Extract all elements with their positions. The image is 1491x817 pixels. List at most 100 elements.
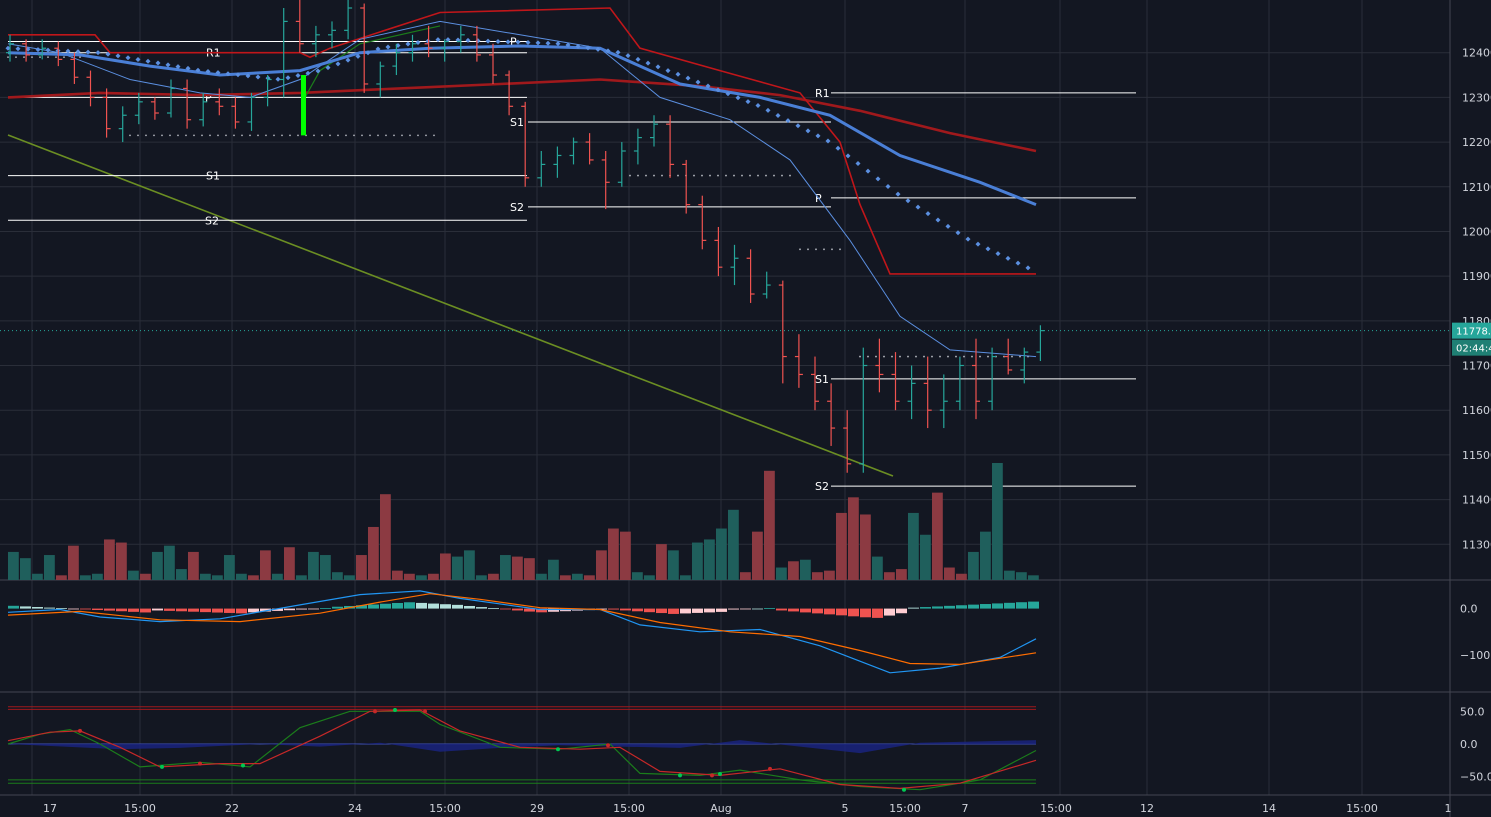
macd-histogram-bar — [752, 608, 763, 610]
volume-bar — [380, 494, 391, 580]
volume-bar — [32, 573, 43, 580]
candle — [939, 374, 948, 429]
time-axis[interactable]: 17 15:00 22 24 15:00 29 15:00 Aug 5 15:00 7 15:00 12… — [43, 802, 1452, 815]
countdown-label: 02:44:4 — [1456, 344, 1491, 355]
macd-histogram-bar — [44, 607, 55, 609]
macd-histogram-bar — [776, 608, 787, 611]
cross-marker — [545, 40, 551, 46]
dotted-level-dot — [15, 56, 17, 59]
oscillator-tick-label: 50.0 — [1460, 705, 1485, 718]
volume-bar — [1016, 572, 1027, 580]
volume-bar — [800, 559, 811, 580]
oscillator-cross-dot — [718, 772, 722, 777]
candle — [408, 34, 417, 62]
cross-marker — [605, 48, 611, 54]
price-axes[interactable]: 11300.11400.11500.11600.11700.11800.1190… — [1452, 47, 1491, 784]
volume-bar — [92, 573, 103, 580]
volume-bar — [224, 555, 235, 580]
macd-histogram-bar — [884, 608, 895, 616]
candlesticks — [0, 0, 1450, 473]
dotted-level-dot — [217, 134, 219, 137]
dotted-level-dot — [313, 134, 315, 137]
candle — [1020, 347, 1029, 384]
dotted-level-dot — [185, 134, 187, 137]
dotted-level-dot — [249, 134, 251, 137]
macd-histogram-bar — [848, 608, 859, 617]
candle — [666, 115, 675, 178]
volume-bar — [536, 573, 547, 580]
price-tick-label: 11700. — [1462, 360, 1491, 373]
dotted-level-dot — [947, 355, 949, 358]
candle — [102, 88, 111, 138]
dotted-level-dot — [831, 248, 833, 251]
cross-marker — [65, 48, 71, 54]
cross-marker — [805, 128, 811, 134]
cross-marker — [125, 55, 131, 61]
macd-histogram-bar — [188, 608, 199, 612]
cross-marker — [255, 74, 261, 80]
cross-marker — [345, 57, 351, 63]
candle — [521, 101, 530, 187]
macd-histogram-bar — [368, 604, 379, 609]
volume-bar — [716, 528, 727, 580]
candle — [1036, 325, 1045, 362]
dotted-level-dot — [353, 134, 355, 137]
cross-marker — [5, 45, 11, 51]
volume-bar — [356, 555, 367, 580]
macd-histogram-bar — [740, 608, 751, 610]
cross-marker — [215, 70, 221, 76]
volume-bar — [512, 556, 523, 580]
candle — [794, 334, 803, 388]
dotted-level-dot — [129, 134, 131, 137]
macd-histogram-bar — [680, 608, 691, 614]
macd-histogram-bar — [920, 607, 931, 609]
cross-marker — [705, 83, 711, 89]
cross-marker — [135, 56, 141, 62]
oscillator-tick-label: 0.0 — [1460, 738, 1478, 751]
cross-marker — [405, 41, 411, 47]
dotted-level-dot — [31, 56, 33, 59]
dotted-level-dot — [361, 134, 363, 137]
oscillator-cross-dot — [393, 708, 397, 713]
cross-marker — [995, 251, 1001, 257]
candle — [617, 142, 626, 187]
volume-bar — [1028, 575, 1039, 580]
macd-histogram-bar — [632, 608, 643, 612]
volume-bar — [140, 573, 151, 580]
dotted-level-dot — [79, 56, 81, 59]
dotted-level-dot — [321, 134, 323, 137]
macd-histogram-bar — [764, 608, 775, 609]
pivot-label: S1 — [510, 116, 524, 129]
candle — [811, 356, 819, 411]
volume-bar — [788, 561, 799, 580]
candle — [456, 25, 465, 53]
macd-histogram-bar — [140, 608, 151, 613]
volume-bar — [464, 550, 475, 580]
time-tick-label: 7 — [962, 802, 969, 815]
cross-marker — [145, 58, 151, 64]
dotted-level-dot — [201, 134, 203, 137]
macd-histogram-bar — [836, 608, 847, 616]
volume-bar — [728, 509, 739, 580]
volume-bar — [344, 575, 355, 580]
macd-histogram-bar — [224, 608, 235, 613]
candle — [923, 356, 932, 429]
candle — [199, 92, 208, 127]
macd-histogram-bar — [212, 608, 223, 613]
macd-histogram-bar — [788, 608, 799, 612]
volume-bar — [56, 575, 67, 580]
dotted-level-dot — [177, 134, 179, 137]
candle — [424, 25, 433, 58]
cross-marker — [445, 37, 451, 43]
cross-marker — [315, 68, 321, 74]
dotted-level-dot — [979, 355, 981, 358]
cross-marker — [1015, 260, 1021, 266]
cross-marker — [85, 49, 91, 55]
cross-marker — [535, 40, 541, 46]
candle — [86, 70, 95, 107]
cross-marker — [275, 76, 281, 82]
cross-marker — [205, 68, 211, 74]
